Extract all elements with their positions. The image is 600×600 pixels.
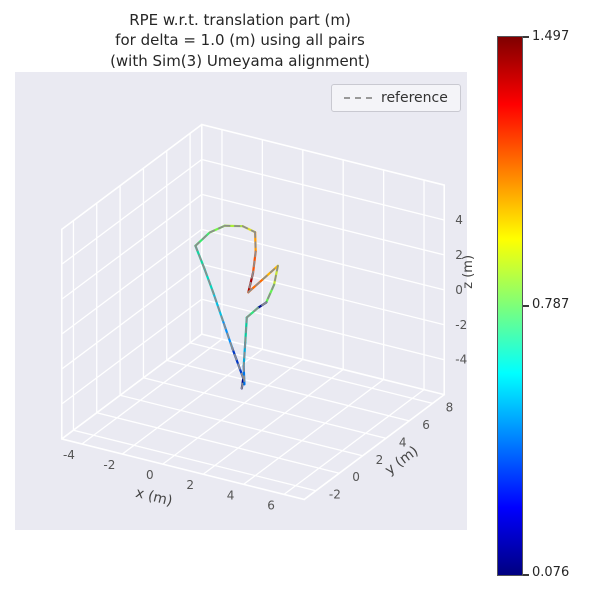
grid-line-wall-y-z	[201, 158, 445, 221]
axes-background	[15, 72, 467, 530]
grid-line-wall-y-z	[201, 193, 445, 256]
grid-line-wall-x-z	[61, 158, 203, 265]
colorbar-label-mid: 0.787	[532, 297, 570, 312]
grid-line-floor-y	[119, 394, 364, 457]
grid-line-floor-y	[72, 429, 317, 492]
y-tick-label: 6	[422, 418, 430, 432]
x-tick-label: 4	[227, 488, 235, 502]
grid-line-floor-y	[96, 412, 340, 474]
title-line-2: for delta = 1.0 (m) using all pairs	[115, 31, 365, 50]
grid-line-wall-y-z	[201, 298, 445, 361]
reference-path	[273, 264, 279, 286]
colorbar	[497, 36, 523, 576]
y-tick-label: 8	[446, 400, 454, 414]
z-axis-label: z (m)	[461, 255, 476, 289]
reference-path	[194, 231, 211, 247]
reference-path	[247, 272, 254, 294]
reference-path	[252, 250, 257, 274]
x-tick-label: 6	[267, 498, 275, 512]
box-edge	[200, 333, 446, 396]
reference-path	[194, 244, 206, 270]
dashed-line-sample	[344, 97, 372, 99]
reference-path	[240, 377, 245, 390]
z-tick-label: -2	[455, 318, 467, 332]
x-tick-label: -4	[63, 448, 75, 462]
grid-line-floor-x	[283, 388, 425, 496]
reference-path	[231, 346, 245, 380]
colorbar-tick-top	[523, 36, 529, 38]
grid-line-wall-x-z	[61, 263, 203, 370]
legend-label: reference	[381, 90, 448, 106]
y-tick-label: -2	[329, 488, 341, 502]
z-tick-label: -4	[455, 353, 467, 367]
y-tick-label: 2	[376, 453, 384, 467]
reference-path	[265, 283, 275, 304]
reference-path	[241, 225, 256, 234]
reference-path	[254, 231, 257, 253]
colorbar-label-min: 0.076	[532, 565, 570, 580]
colorbar-tick-bottom	[523, 574, 529, 576]
chart-title: RPE w.r.t. translation part (m) for delt…	[20, 10, 460, 71]
z-tick-label: 4	[455, 213, 463, 227]
reference-path	[208, 224, 226, 234]
box-edge	[303, 393, 446, 501]
grid-line-floor-y	[142, 377, 387, 439]
legend: reference	[331, 84, 461, 112]
grid-line-floor-y	[166, 359, 410, 422]
box-edge	[60, 438, 306, 501]
grid-line-floor-x	[242, 378, 385, 485]
z-tick-label: 0	[455, 283, 463, 297]
reference-path	[256, 301, 268, 309]
grid-line-floor-y	[189, 342, 434, 405]
box-edge	[60, 333, 203, 440]
reference-path	[247, 278, 264, 294]
y-tick-label: 4	[399, 435, 407, 449]
box-edge	[60, 123, 203, 231]
reference-path	[244, 316, 248, 344]
grid-line-floor-x	[81, 338, 223, 445]
reference-path	[212, 293, 224, 322]
grid-line-wall-y-z	[201, 263, 445, 326]
x-tick-label: 0	[146, 468, 154, 482]
title-line-1: RPE w.r.t. translation part (m)	[129, 11, 351, 29]
reference-path	[203, 268, 215, 295]
z-tick-label: 2	[455, 248, 463, 262]
box-edge	[200, 123, 446, 186]
y-tick-label: 0	[352, 470, 360, 484]
colorbar-tick-mid	[523, 305, 529, 307]
x-tick-label: -2	[103, 458, 115, 472]
grid-line-floor-x	[202, 368, 344, 475]
x-tick-label: 2	[186, 478, 194, 492]
reference-path	[262, 264, 279, 280]
grid-line-floor-x	[162, 358, 304, 465]
reference-path	[222, 319, 233, 349]
title-line-3: (with Sim(3) Umeyama alignment)	[110, 51, 370, 70]
grid-line-wall-y-z	[201, 228, 445, 291]
reference-path	[242, 341, 247, 367]
grid-line-wall-x-z	[61, 193, 203, 300]
reference-path	[242, 365, 246, 386]
colorbar-label-max: 1.497	[532, 29, 570, 44]
grid-line-wall-x-z	[61, 228, 203, 335]
grid-line-wall-x-z	[61, 298, 203, 405]
reference-path	[245, 307, 259, 319]
